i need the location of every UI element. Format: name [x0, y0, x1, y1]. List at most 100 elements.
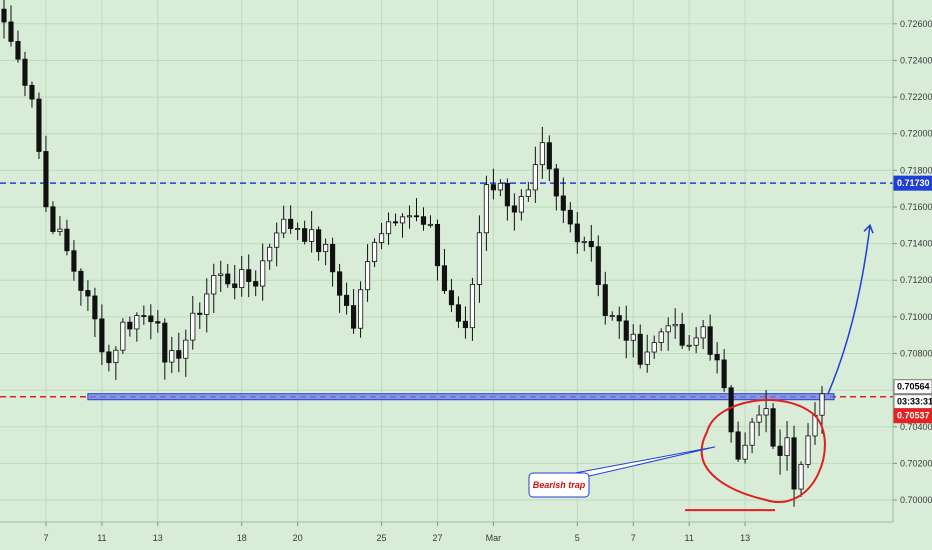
- candle-body: [497, 182, 503, 191]
- candle-body: [427, 223, 434, 226]
- candle-body: [281, 218, 287, 234]
- x-tick-label: 11: [684, 533, 693, 543]
- candle-body: [490, 184, 496, 191]
- x-tick-label: 13: [740, 533, 750, 543]
- y-tick-label: 0.70200: [900, 458, 932, 468]
- candle-body: [574, 223, 580, 243]
- bearish-trap-circle: [700, 399, 826, 503]
- candle-body: [302, 228, 308, 242]
- candle-body: [85, 290, 91, 297]
- candle-body: [616, 315, 622, 322]
- candle-body: [253, 281, 259, 287]
- candle-body: [798, 464, 804, 490]
- candle-body: [141, 315, 147, 317]
- candle-body: [113, 349, 119, 364]
- candle-body: [99, 318, 105, 353]
- y-tick-label: 0.72000: [900, 129, 932, 139]
- candle-body: [36, 98, 42, 152]
- candle-body: [274, 232, 280, 248]
- candle-body: [399, 216, 406, 224]
- candle-body: [602, 284, 608, 316]
- candle-body: [637, 333, 643, 365]
- candle-body: [371, 242, 378, 262]
- candle-body: [623, 320, 629, 341]
- candle-body: [742, 444, 748, 460]
- candle-body: [183, 339, 189, 359]
- candle-body: [385, 221, 392, 235]
- candle-body: [413, 215, 420, 218]
- candle-body: [239, 269, 245, 288]
- candle-body: [707, 326, 713, 355]
- candle-body: [791, 437, 797, 490]
- y-tick-label: 0.72400: [900, 55, 932, 65]
- candle-body: [50, 206, 56, 232]
- time-axis[interactable]: 7 11 13 18 20 25 27 Mar 5 7 11 13: [0, 521, 893, 543]
- candle-body: [665, 325, 671, 333]
- candle-body: [330, 243, 336, 273]
- candle-body: [735, 431, 741, 460]
- candle-body: [378, 233, 385, 243]
- projection-arrow: [827, 225, 871, 395]
- x-tick-label: 27: [432, 533, 442, 543]
- candle-body: [120, 321, 126, 351]
- candle-body: [337, 271, 343, 296]
- price-tags: 0.71730 0.70564 03:33:31 0.70537: [893, 175, 932, 424]
- candle-body: [567, 209, 573, 225]
- candle-body: [441, 265, 448, 292]
- candle-body: [162, 322, 168, 363]
- candle-body: [448, 290, 455, 306]
- y-tick-label: 0.70000: [900, 495, 932, 505]
- candle-body: [246, 269, 252, 282]
- candle-body: [595, 246, 601, 286]
- candle-body: [29, 84, 35, 100]
- x-tick-label: 5: [575, 533, 580, 543]
- candle-body: [22, 58, 28, 86]
- candle-body: [504, 182, 510, 207]
- candle-body: [560, 195, 566, 211]
- candle-body: [288, 218, 294, 229]
- last-price-tag: 0.70564: [897, 382, 930, 392]
- candle-body: [364, 261, 371, 291]
- candle-body: [204, 293, 210, 315]
- candle-body: [57, 228, 63, 232]
- countdown-tag: 03:33:31: [897, 397, 932, 407]
- candle-body: [211, 275, 217, 295]
- candle-body: [581, 241, 587, 243]
- candle-body: [351, 305, 357, 329]
- x-tick-label: 20: [293, 533, 303, 543]
- candle-body: [15, 40, 21, 60]
- candle-body: [553, 168, 559, 197]
- candle-body: [323, 243, 329, 253]
- candle-body: [462, 320, 469, 329]
- y-tick-label: 0.71800: [900, 165, 932, 175]
- candle-body: [686, 344, 692, 347]
- candle-body: [176, 350, 182, 359]
- candle-body: [267, 246, 273, 262]
- candle-body: [511, 205, 517, 213]
- y-tick-label: 0.72200: [900, 92, 932, 102]
- candle-body: [819, 393, 825, 416]
- candle-body: [693, 337, 699, 346]
- x-tick-label: 7: [631, 533, 636, 543]
- candle-body: [539, 142, 545, 166]
- last-price-tag-bg: [893, 379, 932, 395]
- candle-body: [309, 229, 315, 242]
- candle-body: [721, 359, 727, 389]
- candle-body: [756, 414, 762, 423]
- candle-body: [1, 8, 7, 23]
- candle-body: [434, 223, 441, 267]
- candle-body: [476, 232, 482, 285]
- y-tick-label: 0.71400: [900, 239, 932, 249]
- candle-body: [546, 142, 552, 170]
- candle-body: [169, 350, 175, 363]
- candle-body: [78, 270, 84, 291]
- candle-body: [672, 323, 678, 327]
- y-tick-label: 0.72600: [900, 19, 932, 29]
- y-tick-label: 0.71000: [900, 312, 932, 322]
- support-zone: [87, 393, 835, 401]
- candle-body: [71, 250, 77, 272]
- candle-body: [43, 151, 49, 208]
- candle-body: [700, 326, 706, 339]
- candles: [1, 0, 825, 507]
